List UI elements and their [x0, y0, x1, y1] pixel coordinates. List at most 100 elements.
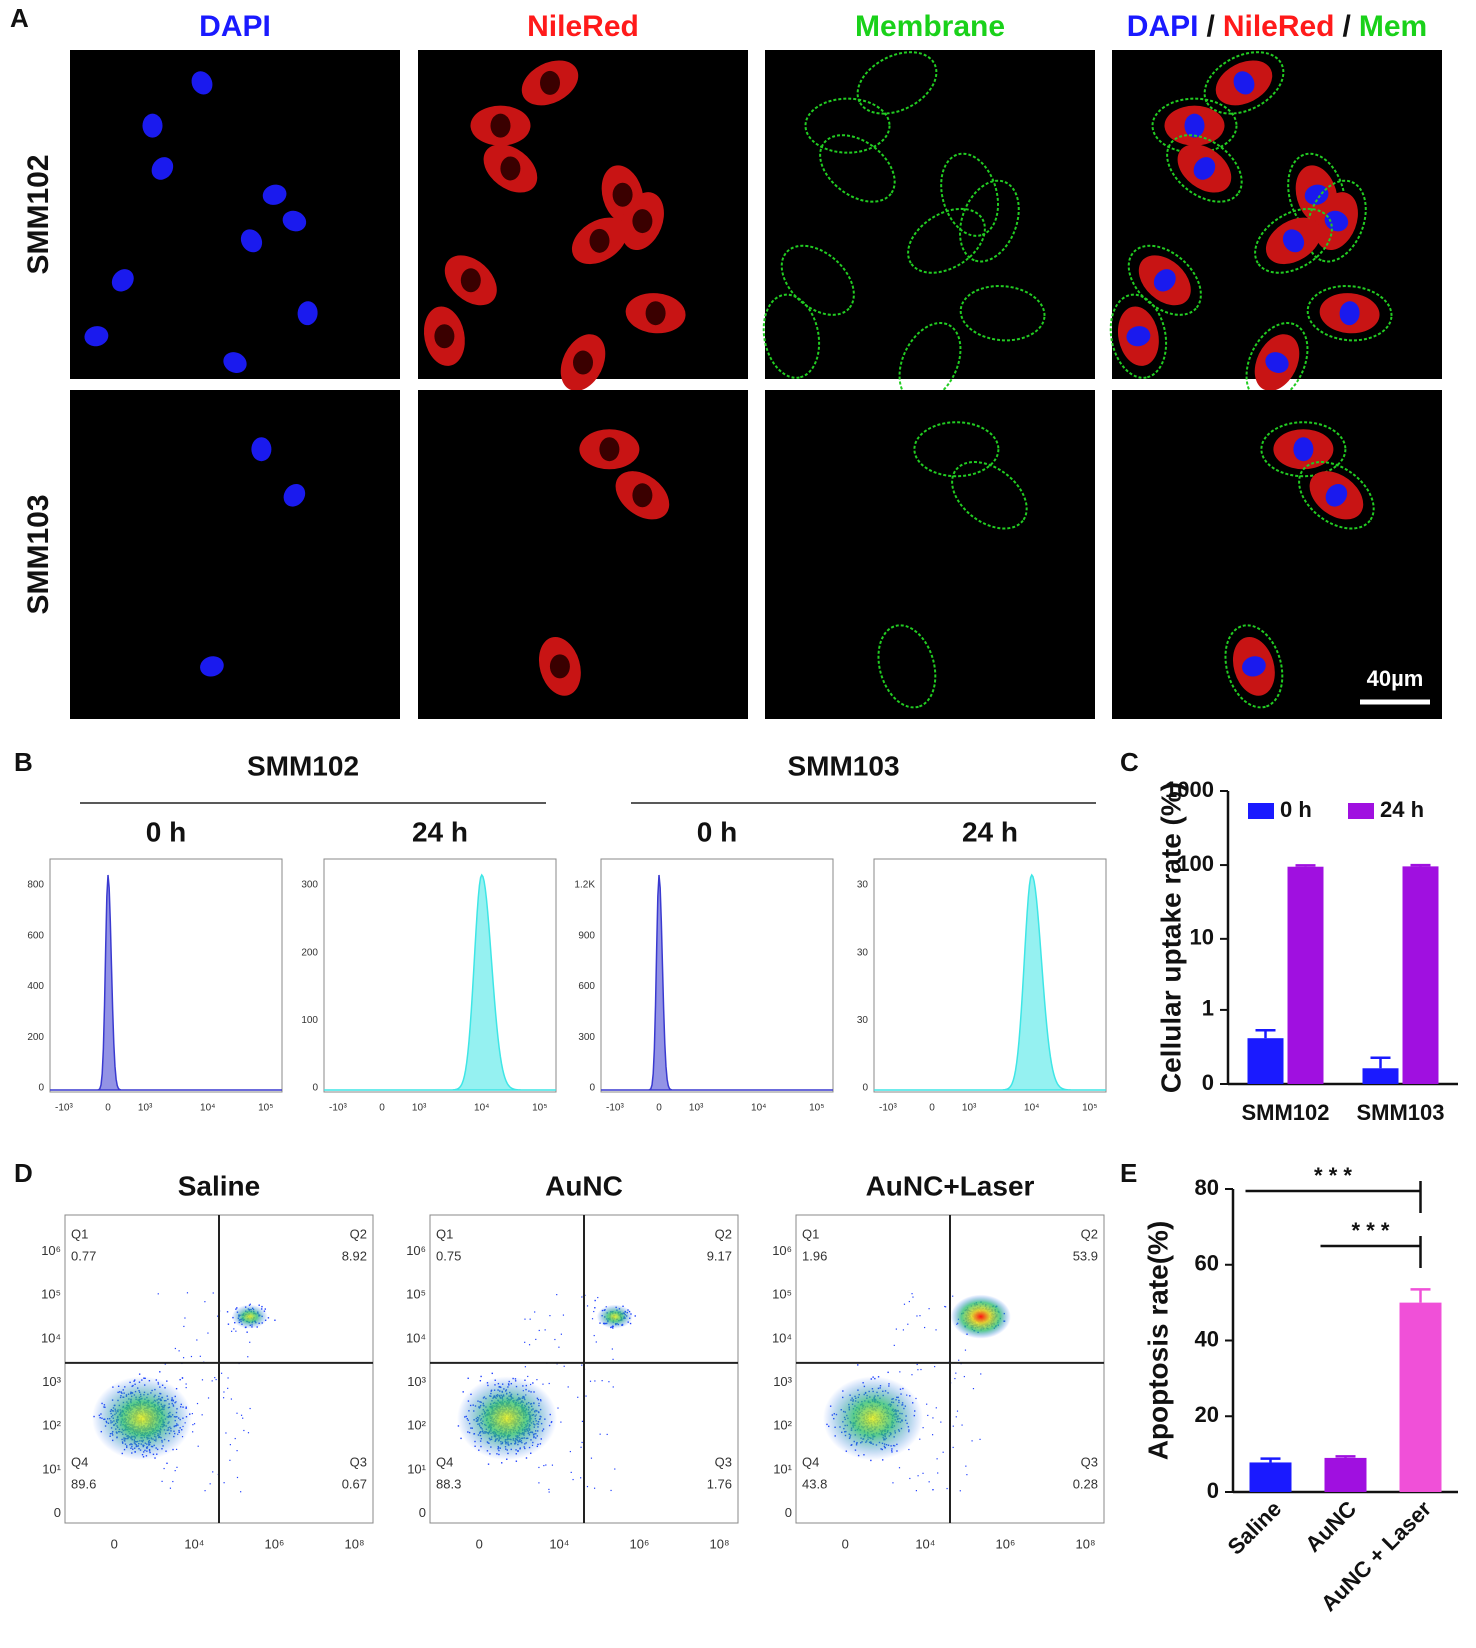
y-tick-label: 200 [301, 947, 318, 958]
event [204, 1490, 206, 1492]
x-tick-label: 10⁸ [710, 1536, 730, 1551]
event [524, 1341, 526, 1343]
merge-title: DAPI / NileRed / Mem [1127, 10, 1427, 43]
event [176, 1466, 178, 1468]
event [591, 1318, 594, 1320]
event [164, 1363, 167, 1365]
y-tick-label: 400 [27, 981, 44, 992]
event [524, 1366, 526, 1368]
membrane [1224, 624, 1284, 709]
micrograph [765, 390, 1095, 719]
x-tick-label: 0 [476, 1536, 483, 1551]
event [161, 1480, 163, 1482]
x-tick-label: 0 [379, 1103, 385, 1114]
event [185, 1383, 187, 1385]
density [92, 1376, 192, 1461]
panel-label: D [14, 1158, 33, 1188]
event [227, 1323, 230, 1325]
x-tick-label: 10⁸ [345, 1536, 365, 1551]
nucleus [1324, 210, 1349, 232]
histogram-peak [601, 874, 833, 1091]
quadrant-value: 53.9 [1073, 1248, 1098, 1263]
event [178, 1350, 180, 1352]
y-tick-label: 1 [1202, 996, 1214, 1021]
event [597, 1296, 599, 1299]
event [261, 1305, 263, 1308]
event [525, 1457, 528, 1459]
event [267, 1317, 270, 1319]
event [917, 1369, 919, 1371]
event [898, 1467, 901, 1469]
quadrant-value: 43.8 [802, 1476, 827, 1491]
event [955, 1372, 957, 1374]
event [229, 1444, 231, 1446]
event [229, 1459, 231, 1461]
nucleus-shadow [645, 301, 666, 326]
histogram-peak [874, 873, 1106, 1091]
scale-bar-label: 40µm [1367, 666, 1424, 691]
event [936, 1458, 938, 1460]
quadrant-name: Q3 [715, 1454, 732, 1469]
cells [200, 437, 306, 677]
density [950, 1294, 1011, 1339]
histogram-peak [50, 874, 282, 1091]
y-tick-label: 10⁶ [406, 1243, 426, 1258]
nucleus-shadow [632, 483, 653, 508]
event [972, 1388, 975, 1390]
y-tick-label: 600 [578, 981, 595, 992]
nucleus [1325, 483, 1348, 507]
event [946, 1487, 948, 1490]
event [192, 1431, 194, 1433]
x-tick-label: -10³ [606, 1103, 624, 1114]
quadrant-name: Q2 [350, 1226, 367, 1241]
y-tick-label: 10 [1190, 925, 1214, 950]
y-tick-label: 1000 [1165, 777, 1214, 802]
x-tick-label: 0 [111, 1536, 118, 1551]
event [590, 1457, 593, 1459]
event [201, 1379, 204, 1381]
channel-title: NileRed [527, 10, 639, 43]
x-tick-label: 10³ [412, 1103, 427, 1114]
bar [1247, 1038, 1284, 1084]
event [191, 1413, 193, 1415]
event [157, 1293, 159, 1295]
event [236, 1476, 239, 1479]
event [159, 1371, 161, 1373]
event [184, 1317, 186, 1319]
y-tick-label: 10² [773, 1418, 792, 1433]
significance-label: * * * [1352, 1218, 1390, 1243]
event [236, 1307, 238, 1309]
event [857, 1364, 859, 1366]
event [196, 1339, 198, 1341]
nucleus-shadow [632, 209, 653, 234]
event [586, 1305, 589, 1307]
nucleus-shadow [540, 70, 560, 95]
event [916, 1363, 918, 1366]
event [932, 1417, 934, 1419]
nucleus [1193, 157, 1216, 180]
event [249, 1341, 251, 1343]
histogram-frame [873, 858, 1107, 1093]
event [593, 1487, 596, 1489]
nucleus-shadow [599, 437, 620, 462]
nucleus [1339, 301, 1360, 326]
event [928, 1308, 930, 1310]
x-tick-label: 10⁶ [265, 1536, 285, 1551]
event [247, 1356, 249, 1358]
x-tick-label: SMM102 [1241, 1100, 1329, 1125]
event [610, 1489, 612, 1492]
x-tick-label: -10³ [329, 1103, 347, 1114]
x-tick-label: 10⁵ [809, 1103, 824, 1114]
event [909, 1477, 911, 1480]
membrane [804, 97, 891, 154]
x-tick-label: 10⁶ [630, 1536, 650, 1551]
event [538, 1482, 540, 1484]
quadrant-value: 1.76 [707, 1476, 732, 1491]
y-axis-title: Cellular uptake rate (%) [1155, 782, 1186, 1093]
nucleus [1293, 437, 1314, 462]
event [887, 1371, 889, 1374]
event [501, 1462, 503, 1464]
event [942, 1451, 944, 1453]
y-tick-label: 10⁶ [41, 1243, 61, 1258]
event [249, 1303, 251, 1305]
